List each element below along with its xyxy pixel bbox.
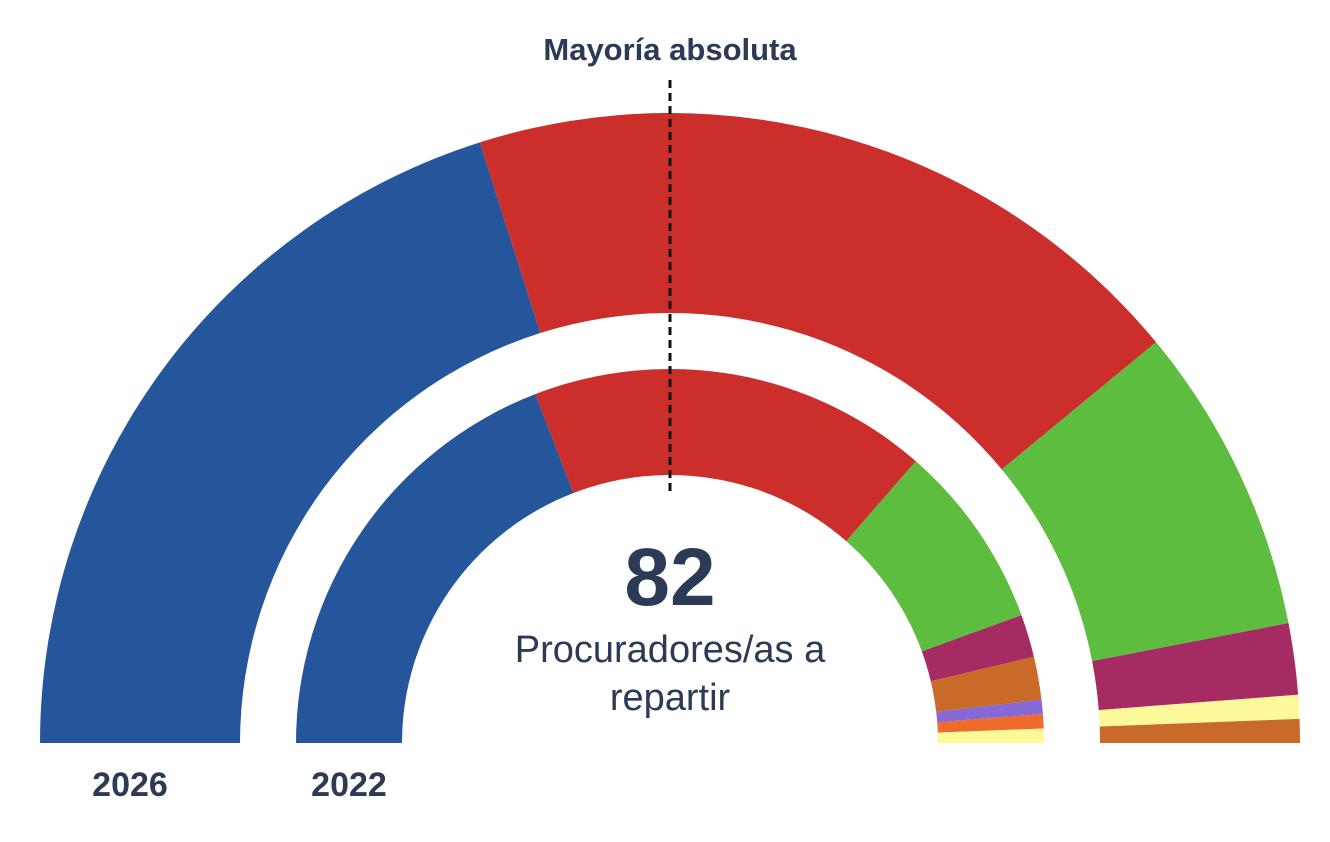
outer-ring-segment-2 [479,112,1157,470]
outer-ring-segment-6 [1099,718,1300,743]
outer-ring-segment-4 [1092,623,1299,711]
inner-ring-segment-7 [937,714,1044,733]
ring-label-inner: 2022 [311,766,387,804]
inner-ring-segment-8 [937,728,1044,743]
inner-ring-segment-4 [921,615,1034,682]
outer-ring-segment-3 [1001,342,1289,662]
inner-ring-segment-1 [296,394,574,743]
inner-ring-segment-3 [846,461,1022,652]
outer-ring-segment-1 [40,142,541,743]
total-caption: Procuradores/as a repartir [514,629,826,719]
inner-ring-segment-2 [535,369,916,542]
total-seats: 82 [624,532,716,623]
majority-label: Mayoría absoluta [543,32,797,67]
inner-ring-segment-6 [936,699,1043,723]
ring-label-outer: 2026 [92,766,168,804]
outer-ring-segment-5 [1098,694,1300,727]
inner-ring-segment-5 [930,656,1042,712]
